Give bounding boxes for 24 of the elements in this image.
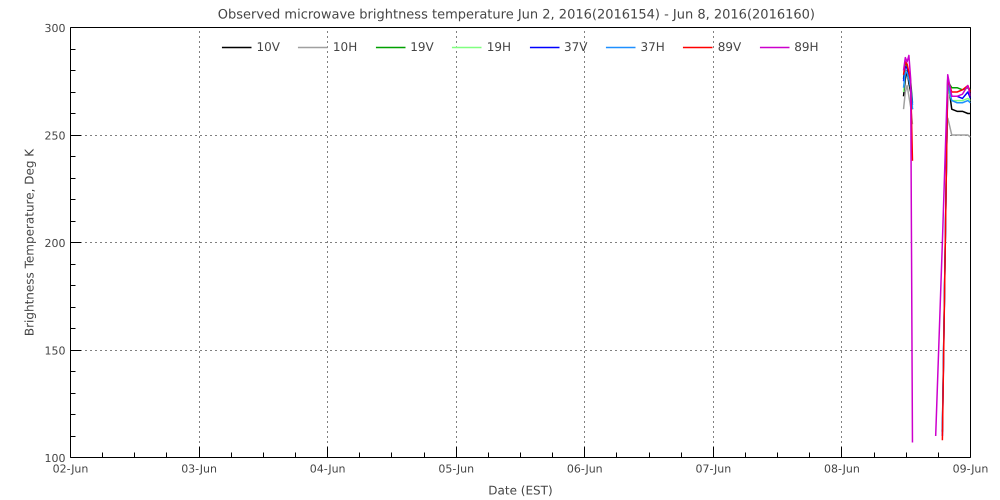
y-tick-label: 300: [44, 22, 66, 35]
legend-label: 19V: [410, 40, 434, 54]
x-tick-label: 05-Jun: [438, 462, 474, 476]
chart-title: Observed microwave brightness temperature Jun 2, 2016(2016154) - Jun 8, 2016(2016160): [218, 8, 816, 22]
legend-label: 89V: [718, 40, 742, 54]
legend-label: 10V: [256, 40, 280, 54]
x-tick-label: 07-Jun: [695, 462, 732, 476]
x-tick-label: 06-Jun: [566, 462, 603, 476]
legend-label: 19H: [486, 40, 511, 54]
y-axis-title: Brightness Temperature, Deg K: [22, 148, 37, 336]
x-axis-title: Date (EST): [488, 484, 553, 498]
y-tick-label: 150: [44, 344, 66, 358]
y-tick-label: 200: [44, 237, 66, 250]
x-tick-label: 03-Jun: [181, 462, 217, 476]
x-tick-label: 08-Jun: [824, 462, 860, 476]
y-tick-label: 100: [44, 452, 66, 465]
x-tick-label: 09-Jun: [952, 462, 988, 476]
x-tick-label: 02-Jun: [52, 462, 88, 476]
legend-label: 10H: [332, 40, 358, 54]
legend-label: 89H: [794, 40, 819, 54]
x-tick-label: 04-Jun: [310, 462, 346, 476]
y-tick-label: 250: [44, 130, 66, 142]
legend-label: 37H: [640, 40, 665, 54]
legend-label: 37V: [564, 40, 588, 54]
